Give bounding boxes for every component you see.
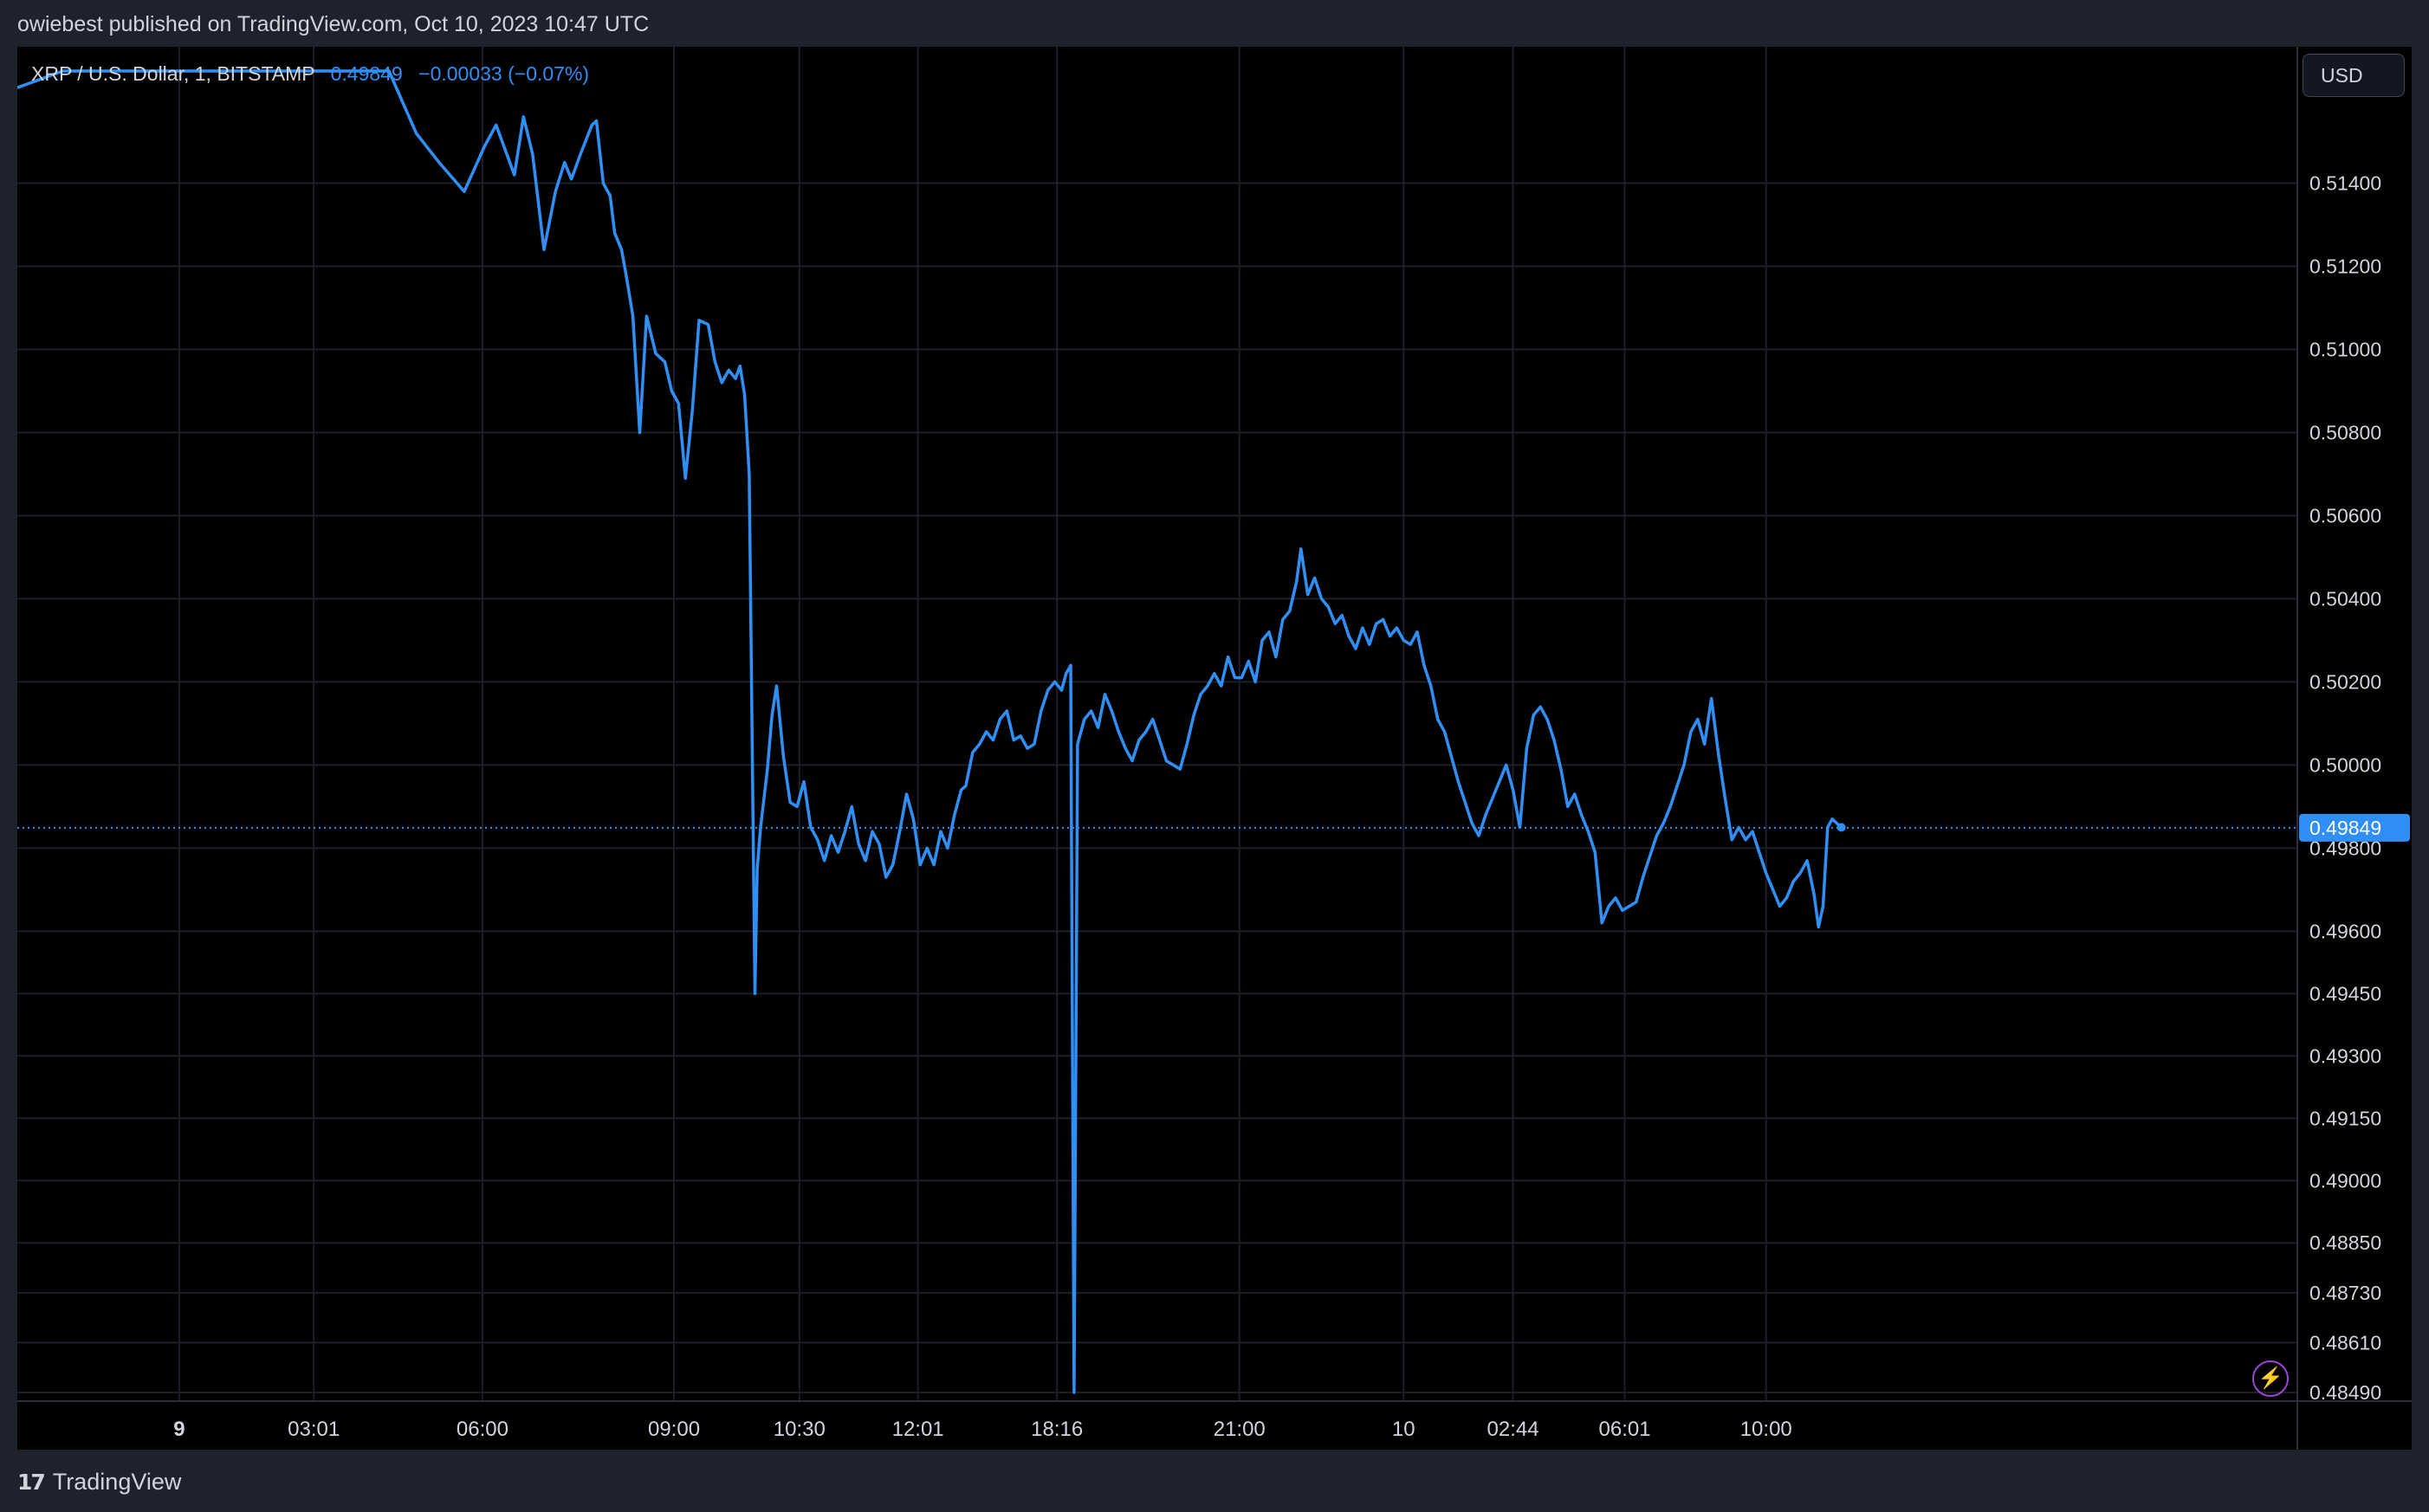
tradingview-logo-icon: 17 bbox=[17, 1469, 46, 1495]
chart-area[interactable] bbox=[17, 47, 2412, 1450]
x-tick-label: 10:00 bbox=[1740, 1418, 1792, 1441]
symbol-legend[interactable]: XRP / U.S. Dollar, 1, BITSTAMP 0.49849 −… bbox=[31, 62, 589, 86]
y-tick-label: 0.51400 bbox=[2309, 172, 2381, 195]
lightning-icon: ⚡ bbox=[2257, 1367, 2283, 1390]
y-tick-label: 0.49300 bbox=[2309, 1044, 2381, 1067]
brand-name: TradingView bbox=[52, 1468, 182, 1495]
y-tick-label: 0.48610 bbox=[2309, 1331, 2381, 1354]
y-tick-label: 0.50000 bbox=[2309, 753, 2381, 776]
x-tick-label: 09:00 bbox=[648, 1418, 700, 1441]
x-tick-label: 02:44 bbox=[1487, 1418, 1539, 1441]
y-tick-label: 0.50200 bbox=[2309, 670, 2381, 693]
y-tick-label: 0.50600 bbox=[2309, 504, 2381, 527]
legend-symbol[interactable]: XRP / U.S. Dollar, 1, BITSTAMP bbox=[31, 62, 315, 85]
x-tick-label: 03:01 bbox=[288, 1418, 340, 1441]
brand-footer[interactable]: 17 TradingView bbox=[17, 1467, 181, 1496]
price-tag-background bbox=[2299, 813, 2410, 842]
x-tick-label: 9 bbox=[173, 1418, 185, 1441]
price-tag-label: 0.49849 bbox=[2309, 817, 2381, 839]
grid-lines bbox=[17, 47, 2297, 1401]
y-tick-label: 0.51000 bbox=[2309, 339, 2381, 361]
y-tick-label: 0.51200 bbox=[2309, 255, 2381, 278]
y-tick-label: 0.50800 bbox=[2309, 421, 2381, 443]
x-tick-label: 06:00 bbox=[457, 1418, 508, 1441]
y-tick-label: 0.49450 bbox=[2309, 982, 2381, 1005]
publish-caption: owiebest published on TradingView.com, O… bbox=[17, 12, 650, 36]
currency-button[interactable]: USD bbox=[2303, 54, 2405, 97]
y-tick-label: 0.48850 bbox=[2309, 1231, 2381, 1254]
x-tick-label: 12:01 bbox=[892, 1418, 944, 1441]
y-tick-label: 0.48730 bbox=[2309, 1282, 2381, 1304]
x-tick-label: 21:00 bbox=[1214, 1418, 1266, 1441]
x-tick-label: 18:16 bbox=[1031, 1418, 1083, 1441]
y-tick-label: 0.48490 bbox=[2309, 1381, 2381, 1404]
last-point-marker bbox=[1836, 823, 1846, 832]
x-tick-label: 06:01 bbox=[1599, 1418, 1651, 1441]
lightning-button[interactable]: ⚡ bbox=[2252, 1360, 2289, 1397]
legend-change: −0.00033 (−0.07%) bbox=[418, 62, 590, 85]
x-tick-label: 10 bbox=[1392, 1418, 1415, 1441]
series-line-xrp-usd[interactable] bbox=[17, 69, 1843, 1394]
legend-price: 0.49849 bbox=[330, 62, 403, 85]
y-tick-label: 0.49150 bbox=[2309, 1107, 2381, 1129]
y-tick-label: 0.50400 bbox=[2309, 587, 2381, 610]
y-tick-label: 0.49600 bbox=[2309, 920, 2381, 942]
x-tick-label: 10:30 bbox=[774, 1418, 826, 1441]
y-tick-label: 0.49000 bbox=[2309, 1169, 2381, 1192]
